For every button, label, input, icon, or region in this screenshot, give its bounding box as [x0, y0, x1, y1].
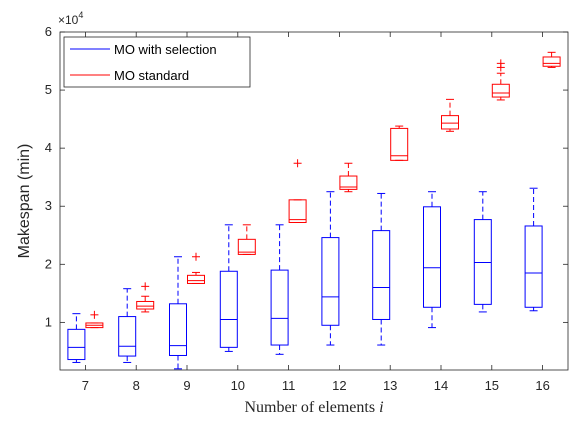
- legend-box: [63, 36, 251, 88]
- iqr-box: [237, 238, 256, 255]
- box-mo-with-selection-7: [67, 313, 86, 363]
- x-tick-label: 11: [282, 378, 296, 393]
- box-mo-standard-8: [136, 282, 155, 313]
- plot-area: [60, 32, 568, 370]
- iqr-box: [219, 270, 238, 348]
- box-mo-with-selection-14: [423, 191, 441, 329]
- x-tick-label: 7: [82, 378, 89, 393]
- iqr-box: [321, 237, 340, 326]
- iqr-box: [542, 56, 561, 67]
- box-mo-with-selection-8: [118, 288, 137, 363]
- x-tick-label: 10: [231, 378, 245, 393]
- iqr-box: [423, 206, 441, 308]
- y-multiplier-label: ×104: [58, 10, 83, 27]
- y-tick-label: 1: [45, 314, 52, 329]
- y-multiplier-base: ×10: [58, 13, 79, 27]
- y-axis-label: Makespan (min): [16, 144, 33, 259]
- outlier-marker: [192, 252, 200, 261]
- iqr-box: [524, 225, 543, 308]
- y-tick-label: 6: [45, 24, 52, 39]
- box-mo-with-selection-9: [169, 256, 187, 370]
- iqr-box: [441, 115, 459, 130]
- x-ticks: 7 8 9 10 11 12 13 14 15 16: [82, 32, 550, 393]
- box-mo-standard-14: [441, 98, 459, 132]
- box-mo-standard-10: [237, 224, 256, 255]
- boxes-layer: [67, 51, 561, 370]
- iqr-box: [270, 269, 289, 346]
- y-tick-label: 3: [45, 198, 52, 213]
- box-mo-standard-12: [339, 162, 358, 193]
- box-mo-with-selection-12: [321, 191, 340, 346]
- box-mo-standard-15: [491, 59, 510, 101]
- x-tick-label: 9: [183, 378, 190, 393]
- x-tick-label: 14: [434, 378, 448, 393]
- box-mo-with-selection-15: [473, 191, 492, 313]
- iqr-box: [187, 274, 205, 284]
- box-mo-standard-9: [187, 252, 205, 284]
- box-mo-with-selection-11: [270, 224, 289, 355]
- outlier-marker: [141, 282, 150, 291]
- iqr-box: [169, 303, 187, 356]
- iqr-box: [67, 328, 86, 361]
- box-mo-with-selection-10: [219, 224, 238, 352]
- legend-label-mo-standard: MO standard: [114, 68, 189, 83]
- outlier-marker: [496, 59, 505, 68]
- box-mo-with-selection-16: [524, 187, 543, 312]
- x-axis-label: Number of elements i: [244, 399, 383, 416]
- outlier-marker: [90, 310, 99, 319]
- x-tick-label: 16: [535, 378, 549, 393]
- iqr-box: [491, 83, 510, 98]
- iqr-box: [473, 219, 492, 305]
- y-tick-label: 4: [45, 140, 52, 155]
- box-mo-standard-11: [288, 159, 307, 223]
- y-tick-label: 5: [45, 82, 52, 97]
- iqr-box: [288, 199, 307, 223]
- iqr-box: [136, 300, 155, 310]
- iqr-box: [390, 127, 409, 161]
- box-mo-standard-13: [390, 125, 409, 161]
- x-tick-label: 12: [332, 378, 346, 393]
- x-tick-label: 13: [383, 378, 397, 393]
- iqr-box: [118, 316, 137, 357]
- x-axis-label-variable: i: [379, 399, 383, 416]
- plot-frame: [59, 31, 569, 371]
- x-tick-label: 8: [133, 378, 140, 393]
- y-multiplier-exponent: 4: [78, 10, 83, 20]
- iqr-box: [372, 230, 391, 320]
- x-axis-label-text: Number of elements: [244, 399, 379, 416]
- outlier-marker: [293, 159, 302, 168]
- legend: MO with selection MO standard: [63, 36, 251, 88]
- x-tick-label: 15: [485, 378, 499, 393]
- y-ticks: 1 2 3 4 5 6: [45, 24, 568, 329]
- box-mo-standard-16: [542, 51, 561, 68]
- y-tick-label: 2: [45, 256, 52, 271]
- box-mo-standard-7: [85, 310, 104, 329]
- iqr-box: [339, 175, 358, 190]
- box-mo-with-selection-13: [372, 192, 391, 346]
- legend-label-mo-with-selection: MO with selection: [114, 42, 217, 57]
